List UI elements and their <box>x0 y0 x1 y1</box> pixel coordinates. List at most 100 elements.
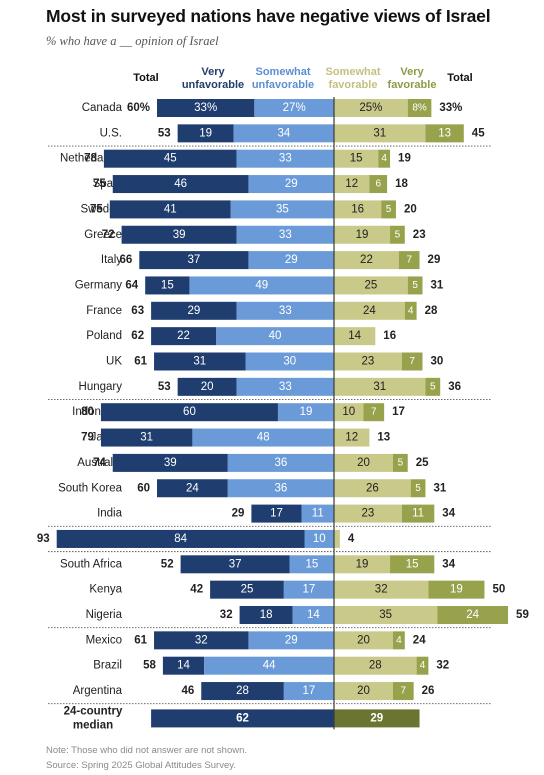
data-label-somewhat-favorable: 26 <box>366 482 379 494</box>
data-label-total-favorable: 50 <box>492 584 505 596</box>
bar-very-favorable <box>404 301 417 320</box>
data-label-median-favorable: 29 <box>370 712 383 724</box>
row-label-country: Greece <box>84 229 122 241</box>
data-label-very-unfavorable: 60 <box>183 406 196 418</box>
row-label-country: South Africa <box>60 558 123 570</box>
data-label-very-unfavorable: 22 <box>177 330 190 342</box>
bar-very-unfavorable <box>121 225 237 244</box>
data-label-very-favorable: 5 <box>415 483 421 494</box>
bar-somewhat-favorable <box>334 149 379 168</box>
data-label-somewhat-unfavorable: 29 <box>285 178 298 190</box>
data-label-total-unfavorable: 93 <box>37 533 50 545</box>
data-label-very-favorable: 5 <box>398 457 404 468</box>
median-label-line2: median <box>73 719 113 731</box>
data-label-somewhat-unfavorable: 10 <box>313 533 326 545</box>
data-label-total-unfavorable: 61 <box>134 356 147 368</box>
bar-somewhat-favorable <box>334 99 408 117</box>
data-label-total-favorable: 34 <box>442 558 455 570</box>
data-label-total-favorable: 13 <box>377 432 390 444</box>
bar-somewhat-unfavorable <box>248 175 334 194</box>
bar-very-favorable <box>437 606 509 624</box>
data-label-total-favorable: 20 <box>404 203 417 215</box>
bar-somewhat-unfavorable <box>289 555 334 574</box>
bar-somewhat-favorable <box>334 327 376 346</box>
bar-very-favorable <box>390 225 405 244</box>
bar-somewhat-unfavorable <box>301 504 334 523</box>
bar-very-unfavorable <box>100 428 193 447</box>
data-label-total-unfavorable: 42 <box>190 584 203 596</box>
row-label-country: U.S. <box>100 127 122 139</box>
bar-somewhat-unfavorable <box>248 631 334 650</box>
bar-somewhat-unfavorable <box>236 225 334 244</box>
data-label-somewhat-unfavorable: 36 <box>275 457 288 469</box>
bar-somewhat-unfavorable <box>236 149 334 168</box>
bar-very-unfavorable <box>151 301 237 320</box>
chart-source: Source: Spring 2025 Global Attitudes Sur… <box>46 760 236 771</box>
data-label-very-unfavorable: 32 <box>195 634 208 646</box>
data-label-somewhat-favorable: 23 <box>362 508 375 520</box>
data-label-very-favorable: 11 <box>412 508 424 520</box>
data-label-somewhat-favorable: 20 <box>357 634 370 646</box>
data-label-somewhat-favorable: 35 <box>379 609 392 621</box>
data-label-somewhat-favorable: 19 <box>356 558 369 570</box>
data-label-somewhat-favorable: 19 <box>356 229 369 241</box>
bar-somewhat-favorable <box>334 124 426 143</box>
bar-somewhat-favorable <box>334 276 408 295</box>
bar-very-favorable <box>416 656 429 675</box>
data-label-total-unfavorable: 62 <box>131 330 144 342</box>
data-label-somewhat-unfavorable: 48 <box>257 432 270 444</box>
data-label-very-favorable: 5 <box>395 229 401 240</box>
bar-somewhat-favorable <box>334 580 429 599</box>
data-label-total-favorable: 18 <box>395 178 408 190</box>
bar-very-unfavorable <box>177 377 237 396</box>
data-label-total-favorable: 23 <box>413 229 426 241</box>
data-label-total-favorable: 26 <box>422 685 435 697</box>
data-label-very-favorable: 4 <box>396 635 402 646</box>
bar-very-favorable <box>378 149 391 168</box>
bar-very-unfavorable <box>210 580 284 599</box>
data-label-somewhat-unfavorable: 15 <box>305 558 318 570</box>
data-label-somewhat-unfavorable: 14 <box>307 609 320 621</box>
data-label-somewhat-unfavorable: 49 <box>255 279 268 291</box>
bar-very-favorable <box>401 504 435 523</box>
bar-somewhat-unfavorable <box>304 529 334 548</box>
data-label-total-unfavorable: 58 <box>143 660 156 672</box>
data-label-somewhat-unfavorable: 33 <box>279 229 292 241</box>
data-label-total-unfavorable: 72 <box>102 229 115 241</box>
data-label-very-unfavorable: 28 <box>236 685 249 697</box>
data-label-total-favorable: 31 <box>433 482 446 494</box>
bar-somewhat-favorable <box>334 352 402 371</box>
bar-somewhat-favorable <box>334 428 370 447</box>
data-label-very-unfavorable: 31 <box>193 356 206 368</box>
bar-somewhat-unfavorable <box>227 453 334 472</box>
bar-very-unfavorable <box>251 504 302 523</box>
data-label-somewhat-unfavorable: 33 <box>279 305 292 317</box>
header-somewhat-favorable: Somewhat favorable <box>325 66 381 91</box>
bar-very-favorable <box>425 377 441 396</box>
bar-somewhat-unfavorable <box>283 580 334 599</box>
bar-very-favorable <box>393 682 414 701</box>
bar-very-unfavorable <box>100 403 278 422</box>
bar-somewhat-unfavorable <box>189 276 334 295</box>
data-label-somewhat-unfavorable: 29 <box>285 634 298 646</box>
data-label-total-unfavorable: 29 <box>232 508 245 520</box>
data-label-very-unfavorable: 45 <box>164 153 177 165</box>
data-label-somewhat-unfavorable: 33 <box>279 381 292 393</box>
data-label-total-favorable: 17 <box>392 406 405 418</box>
data-label-somewhat-unfavorable: 11 <box>312 508 324 520</box>
bar-very-unfavorable <box>112 175 249 194</box>
bar-somewhat-favorable <box>334 225 391 244</box>
data-label-very-unfavorable: 14 <box>177 660 190 672</box>
data-label-somewhat-unfavorable: 29 <box>285 254 298 266</box>
data-label-very-unfavorable: 39 <box>173 229 186 241</box>
data-label-somewhat-favorable: 32 <box>375 584 388 596</box>
data-label-somewhat-unfavorable: 17 <box>303 584 316 596</box>
header-very-unfavorable: Very unfavorable <box>181 66 245 91</box>
data-label-somewhat-unfavorable: 40 <box>269 330 282 342</box>
data-label-total-unfavorable: 78 <box>84 153 97 165</box>
data-label-total-unfavorable: 75 <box>90 203 103 215</box>
bar-somewhat-unfavorable <box>248 251 334 270</box>
bar-very-favorable <box>363 403 385 422</box>
bar-very-favorable <box>407 276 423 295</box>
data-label-somewhat-favorable: 28 <box>369 660 382 672</box>
